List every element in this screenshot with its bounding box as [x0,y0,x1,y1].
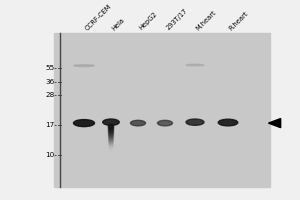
Text: 55-: 55- [45,65,57,71]
Ellipse shape [109,131,114,134]
Text: M.heart: M.heart [195,9,218,31]
Ellipse shape [109,132,113,136]
Ellipse shape [109,137,113,141]
Text: Hela: Hela [111,17,126,31]
Ellipse shape [218,119,238,126]
Ellipse shape [109,133,113,137]
Ellipse shape [109,140,113,144]
Ellipse shape [108,127,114,130]
Text: R.heart: R.heart [228,10,250,31]
Text: 36-: 36- [45,79,57,85]
Ellipse shape [74,120,94,127]
Text: 28-: 28- [45,92,57,98]
Ellipse shape [108,128,114,132]
Ellipse shape [109,136,113,140]
Ellipse shape [109,141,113,145]
Ellipse shape [103,119,119,125]
Ellipse shape [158,120,172,126]
Bar [54,33,270,187]
Text: CCRF-CEM: CCRF-CEM [84,3,112,31]
Ellipse shape [109,135,113,138]
Text: 10-: 10- [45,152,57,158]
Ellipse shape [108,124,114,128]
Polygon shape [268,119,281,128]
Ellipse shape [109,139,113,142]
Ellipse shape [108,125,114,129]
Ellipse shape [74,65,94,67]
Text: 17-: 17- [45,122,57,128]
Text: HepG2: HepG2 [138,11,158,31]
Ellipse shape [186,64,204,66]
Ellipse shape [186,119,204,125]
Ellipse shape [108,129,114,133]
Ellipse shape [130,120,146,126]
Text: 293T/17: 293T/17 [165,8,188,31]
